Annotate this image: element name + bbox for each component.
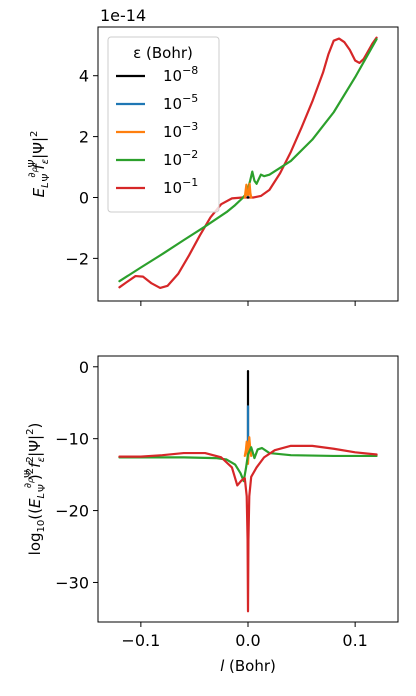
top-x-ticks (140, 301, 356, 306)
top-y-ticks: 4 2 0 −2 (65, 67, 98, 268)
offset-label: 1e-14 (100, 6, 146, 25)
bottom-series-line-4 (118, 444, 378, 613)
bottom-series-group (118, 370, 378, 613)
bottom-y-ticks: 0 −10 −20 −30 (55, 358, 98, 592)
bottom-panel: 0 −10 −20 −30 −0.1 0.0 0.1 log10((EL ∂ρΨΨ)2f2… (23, 355, 399, 675)
svg-text:EL ∂ρΨΨfε|Ψ|2: EL ∂ρΨΨfε|Ψ|2 (27, 131, 52, 198)
top-series-line-0 (118, 36, 378, 290)
bottom-y-tick-label-1: −10 (55, 430, 89, 449)
top-series-group (118, 36, 378, 290)
legend: ε (Bohr) 10−8 10−5 10−3 10−2 10−1 (107, 36, 220, 213)
bottom-series-line-2 (243, 436, 253, 465)
bottom-x-tick-label-1: 0.0 (235, 631, 260, 650)
top-panel: 420−2 1e-14 EL ∂ρΨΨfε|Ψ|2 ε (Bohr) 10−81… (27, 6, 399, 306)
legend-label-2: 10−3 (163, 120, 198, 141)
top-y-tick-label-1: 2 (79, 128, 89, 147)
top-series-line-1 (118, 38, 378, 283)
legend-label-0: 10−8 (163, 64, 198, 85)
top-y-tick-label-3: −2 (65, 249, 89, 268)
bottom-y-tick-label-0: 0 (79, 358, 89, 377)
legend-box (107, 36, 220, 213)
legend-label-1: 10−5 (163, 92, 198, 113)
bottom-x-ticks: −0.1 0.0 0.1 (121, 622, 368, 650)
bottom-x-tick-label-2: 0.1 (342, 631, 367, 650)
x-axis-label: l (Bohr) (220, 657, 276, 675)
top-y-axis-label: EL ∂ρΨΨfε|Ψ|2 (27, 131, 52, 198)
bottom-y-tick-label-2: −20 (55, 502, 89, 521)
top-y-tick-label-2: 0 (79, 188, 89, 207)
bottom-y-tick-label-3: −30 (55, 573, 89, 592)
bottom-x-tick-label-0: −0.1 (121, 631, 160, 650)
top-y-tick-label-0: 4 (79, 67, 89, 86)
svg-text:log10((EL ∂ρΨΨ)2f2ε|Ψ|2): log10((EL ∂ρΨΨ)2f2ε|Ψ|2) (23, 423, 48, 556)
bottom-y-axis-label: log10((EL ∂ρΨΨ)2f2ε|Ψ|2) (23, 423, 48, 556)
legend-label-3: 10−2 (163, 148, 198, 169)
legend-entries: 10−8 10−5 10−3 10−2 10−1 (116, 64, 198, 197)
legend-title: ε (Bohr) (133, 44, 193, 62)
legend-label-4: 10−1 (163, 176, 198, 197)
